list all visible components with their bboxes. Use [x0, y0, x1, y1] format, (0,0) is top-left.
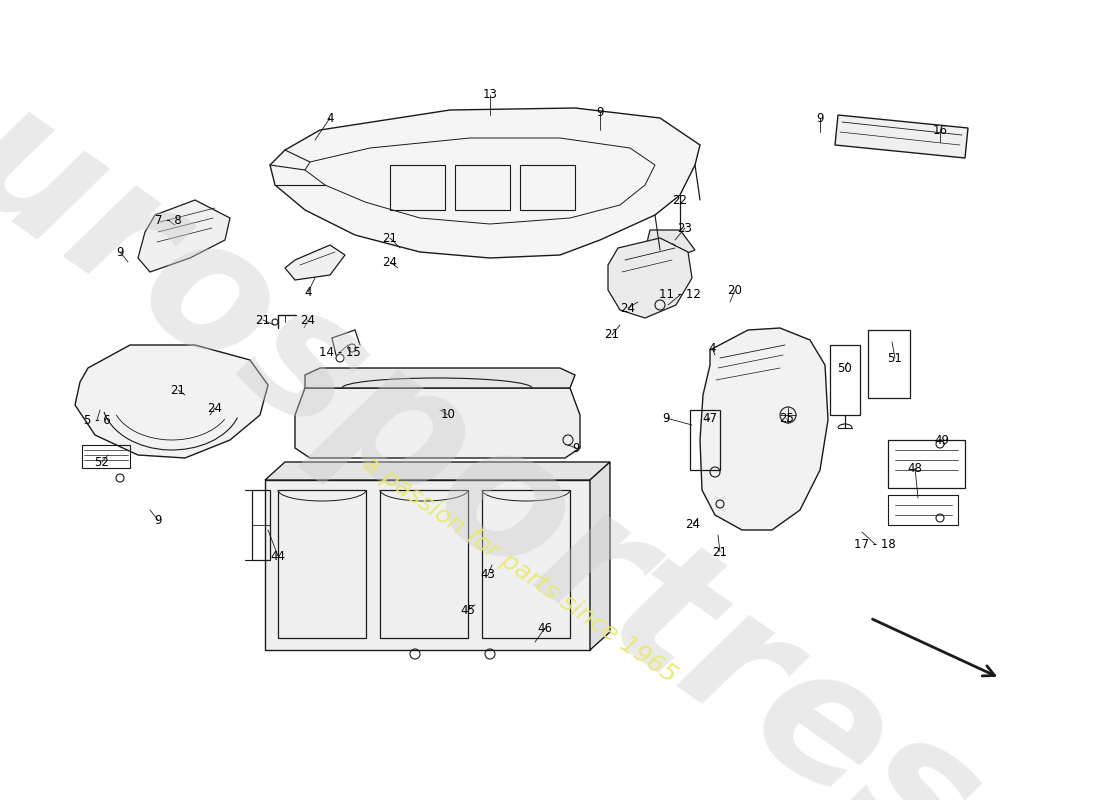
Text: 24: 24 — [208, 402, 222, 414]
Text: 10: 10 — [441, 409, 455, 422]
Text: 23: 23 — [678, 222, 692, 234]
Polygon shape — [645, 230, 695, 260]
Polygon shape — [835, 115, 968, 158]
Polygon shape — [75, 345, 268, 458]
Text: 48: 48 — [908, 462, 923, 474]
Text: eurosportres: eurosportres — [0, 0, 1011, 800]
Text: 24: 24 — [685, 518, 701, 530]
Text: 25: 25 — [780, 411, 794, 425]
Text: 4: 4 — [327, 111, 333, 125]
Text: 4: 4 — [305, 286, 311, 298]
Text: 9: 9 — [816, 111, 824, 125]
Text: 9: 9 — [117, 246, 123, 258]
Text: 46: 46 — [538, 622, 552, 634]
Text: 4: 4 — [708, 342, 716, 354]
Text: 7 - 8: 7 - 8 — [155, 214, 182, 226]
Text: 24: 24 — [620, 302, 636, 314]
Text: 51: 51 — [888, 351, 902, 365]
Polygon shape — [265, 462, 610, 480]
Text: 21: 21 — [605, 329, 619, 342]
Polygon shape — [138, 200, 230, 272]
Text: 50: 50 — [837, 362, 852, 374]
Polygon shape — [590, 462, 610, 650]
Text: 5 - 6: 5 - 6 — [84, 414, 110, 426]
Text: 9: 9 — [662, 411, 670, 425]
Text: 24: 24 — [300, 314, 316, 326]
Text: 43: 43 — [481, 569, 495, 582]
Polygon shape — [265, 480, 590, 650]
Text: 9: 9 — [596, 106, 604, 118]
Text: 44: 44 — [271, 550, 286, 562]
Polygon shape — [295, 388, 580, 458]
Text: 21: 21 — [383, 231, 397, 245]
Text: 20: 20 — [727, 283, 742, 297]
Text: 16: 16 — [933, 123, 947, 137]
Text: 11 - 12: 11 - 12 — [659, 289, 701, 302]
Text: 22: 22 — [672, 194, 688, 206]
Text: 21: 21 — [170, 383, 186, 397]
Text: 9: 9 — [572, 442, 580, 454]
Polygon shape — [305, 368, 575, 388]
Text: 21: 21 — [255, 314, 271, 326]
Text: 49: 49 — [935, 434, 949, 446]
Text: a passion for parts since 1965: a passion for parts since 1965 — [359, 452, 682, 688]
Text: 45: 45 — [461, 603, 475, 617]
Polygon shape — [270, 108, 700, 258]
Text: 13: 13 — [483, 89, 497, 102]
Text: 17 - 18: 17 - 18 — [854, 538, 895, 550]
Text: 14 - 15: 14 - 15 — [319, 346, 361, 358]
Text: 9: 9 — [154, 514, 162, 526]
Polygon shape — [608, 238, 692, 318]
Text: 47: 47 — [703, 411, 717, 425]
Text: 24: 24 — [383, 255, 397, 269]
Text: 21: 21 — [713, 546, 727, 558]
Text: 52: 52 — [95, 455, 109, 469]
Polygon shape — [285, 245, 345, 280]
Polygon shape — [700, 328, 828, 530]
